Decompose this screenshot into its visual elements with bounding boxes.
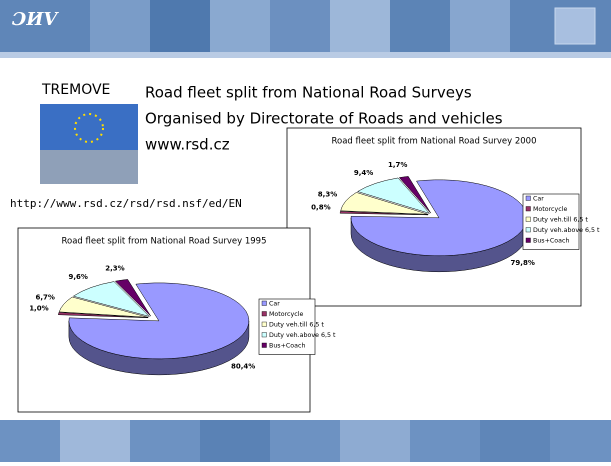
logo: ƆИV bbox=[12, 9, 59, 30]
pie-slice bbox=[68, 282, 250, 360]
pie-slice bbox=[72, 281, 151, 317]
legend-label: Car bbox=[269, 301, 280, 308]
tile bbox=[330, 0, 390, 52]
data-label: 1,0% bbox=[29, 305, 48, 313]
picture-figures bbox=[40, 150, 138, 184]
tile bbox=[480, 420, 550, 462]
label: TREMOVE bbox=[41, 82, 110, 98]
legend-label: Bus+Coach bbox=[269, 343, 305, 350]
data-label: 6,7% bbox=[36, 293, 55, 301]
band-edge bbox=[0, 52, 611, 58]
pie-chart: Road fleet split from National Road Surv… bbox=[286, 127, 600, 307]
tile bbox=[200, 420, 270, 462]
legend-label: Motorcycle bbox=[533, 206, 567, 213]
pie-slice bbox=[357, 177, 431, 214]
tile bbox=[60, 420, 130, 462]
legend-label: Motorcycle bbox=[269, 311, 303, 318]
tile bbox=[90, 0, 150, 52]
legend-swatch bbox=[525, 216, 531, 222]
tile bbox=[340, 420, 410, 462]
pie-slice bbox=[350, 179, 528, 257]
legend-swatch bbox=[525, 206, 531, 212]
pie-slice bbox=[58, 312, 149, 319]
data-label: 8,3% bbox=[318, 190, 337, 198]
data-label: 79,8% bbox=[511, 259, 535, 267]
legend-box bbox=[258, 298, 316, 355]
pie-slice bbox=[340, 192, 429, 215]
legend-label: Duty veh.above 6,5 t bbox=[269, 332, 336, 339]
tile bbox=[150, 0, 210, 52]
data-label: 2,3% bbox=[105, 264, 124, 272]
tile bbox=[390, 0, 450, 52]
legend-label: Duty veh.till 6,5 t bbox=[269, 322, 324, 329]
pie-tops bbox=[339, 176, 528, 257]
pie-slice bbox=[398, 176, 431, 214]
eu-flag-picture bbox=[40, 104, 138, 184]
legend-label: Duty veh.above 6,5 t bbox=[533, 227, 600, 234]
data-label: 9,4% bbox=[354, 169, 373, 177]
legend-box bbox=[522, 193, 580, 250]
chart-title: Road fleet split from National Road Surv… bbox=[62, 237, 267, 247]
data-label: 1,7% bbox=[388, 161, 407, 169]
tile bbox=[210, 0, 270, 52]
data-label: 9,6% bbox=[69, 273, 88, 281]
data-label: 0,8% bbox=[311, 204, 330, 212]
legend-label: Duty veh.till 6,5 t bbox=[533, 217, 588, 224]
legend-label: Bus+Coach bbox=[533, 238, 569, 245]
chart-title: Road fleet split from National Road Surv… bbox=[332, 137, 537, 147]
pie-slice bbox=[339, 211, 429, 216]
legend-swatch bbox=[525, 237, 531, 243]
text-line: Road fleet split from National Road Surv… bbox=[145, 84, 472, 102]
pie-slice bbox=[58, 296, 149, 318]
pie-slice bbox=[114, 279, 151, 317]
data-label: 80,4% bbox=[231, 363, 255, 371]
top-band bbox=[0, 0, 611, 58]
legend-swatch bbox=[525, 227, 531, 233]
text-line: Organised by Directorate of Roads and ve… bbox=[145, 110, 503, 128]
pie-chart: Road fleet split from National Road Surv… bbox=[17, 227, 336, 413]
eu-tile bbox=[554, 7, 596, 45]
legend-label: Car bbox=[533, 196, 544, 203]
legend-swatch bbox=[261, 321, 267, 327]
tile bbox=[270, 0, 330, 52]
tile bbox=[450, 0, 510, 52]
legend-swatch bbox=[525, 195, 531, 201]
legend-swatch bbox=[261, 311, 267, 317]
url: http://www.rsd.cz/rsd/rsd.nsf/ed/EN bbox=[10, 197, 242, 210]
bottom-band bbox=[0, 420, 611, 462]
text-line: www.rsd.cz bbox=[145, 136, 230, 154]
legend-swatch bbox=[261, 300, 267, 306]
stars bbox=[74, 113, 104, 143]
pie-tops bbox=[58, 279, 250, 360]
legend-swatch bbox=[261, 332, 267, 338]
legend-swatch bbox=[261, 342, 267, 348]
